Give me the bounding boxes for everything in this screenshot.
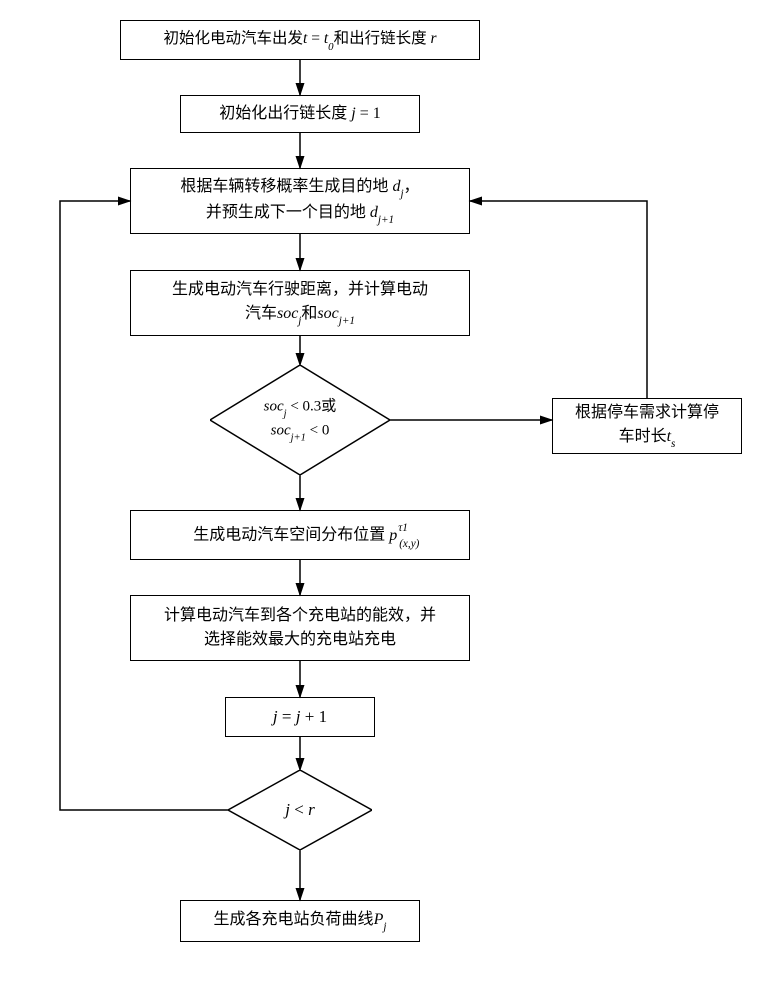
node-init-chain-length: 初始化出行链长度 j = 1: [180, 95, 420, 133]
node-init-departure: 初始化电动汽车出发t = t0和出行链长度 r: [120, 20, 480, 60]
var-r: r: [308, 800, 315, 819]
text: 和出行链长度: [334, 30, 431, 47]
text: 初始化电动汽车出发: [164, 30, 304, 47]
text: 计算电动汽车到各个充电站的能效，并: [164, 607, 436, 624]
var-t0: t0: [324, 30, 334, 47]
var-socj: socj: [264, 398, 287, 414]
text: 并预生成下一个目的地: [206, 204, 370, 221]
decision-soc-threshold: socj < 0.3或 socj+1 < 0: [210, 365, 390, 475]
node-increment-j: j = j + 1: [225, 697, 375, 737]
text: 生成各充电站负荷曲线: [214, 911, 374, 928]
text: 初始化出行链长度: [219, 105, 351, 122]
text: 生成电动汽车行驶距离，并计算电动: [172, 281, 428, 298]
var-socj: socj: [277, 305, 301, 322]
text: 根据停车需求计算停: [575, 404, 719, 421]
node-compute-soc: 生成电动汽车行驶距离，并计算电动 汽车socj和socj+1: [130, 270, 470, 336]
text: < 0.3或: [287, 398, 337, 414]
text: 车时长: [619, 428, 667, 445]
var-ts: ts: [667, 428, 676, 445]
var-dj: dj: [392, 178, 403, 195]
text: 生成电动汽车空间分布位置: [193, 527, 389, 544]
node-output-load-curve: 生成各充电站负荷曲线Pj: [180, 900, 420, 942]
text: 汽车: [245, 305, 277, 322]
text: <: [290, 800, 308, 819]
text: =: [307, 30, 324, 47]
text: 和: [301, 305, 317, 322]
text: + 1: [300, 707, 327, 726]
text: = 1: [356, 105, 381, 122]
text: ，: [404, 178, 420, 195]
var-dj1: dj+1: [370, 204, 394, 221]
text: =: [278, 707, 296, 726]
text: < 0: [306, 422, 329, 438]
node-spatial-position: 生成电动汽车空间分布位置 pτ1(x,y): [130, 510, 470, 560]
flowchart-edges: [0, 0, 777, 1000]
var-socj1: socj+1: [317, 305, 355, 322]
var-Pj: Pj: [374, 911, 387, 928]
var-r: r: [430, 30, 436, 47]
var-socj1: socj+1: [271, 422, 306, 438]
node-parking-duration: 根据停车需求计算停 车时长ts: [552, 398, 742, 454]
var-pxy: pτ1(x,y): [389, 527, 407, 544]
decision-loop: j < r: [228, 770, 372, 850]
node-generate-destination: 根据车辆转移概率生成目的地 dj， 并预生成下一个目的地 dj+1: [130, 168, 470, 234]
node-select-station: 计算电动汽车到各个充电站的能效，并 选择能效最大的充电站充电: [130, 595, 470, 661]
text: 根据车辆转移概率生成目的地: [180, 178, 392, 195]
text: 选择能效最大的充电站充电: [204, 631, 396, 648]
